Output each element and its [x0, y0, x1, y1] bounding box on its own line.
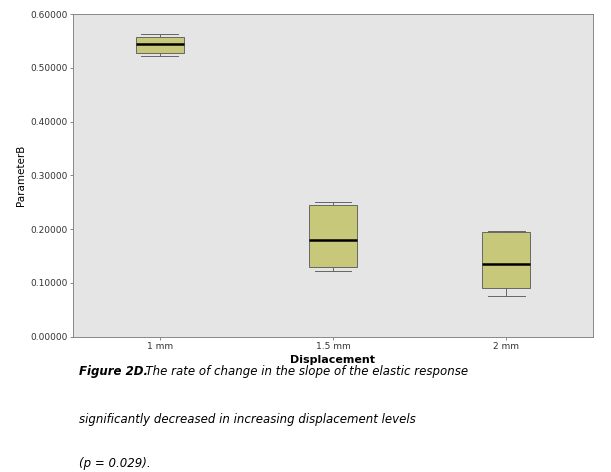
Y-axis label: ParameterB: ParameterB	[16, 144, 26, 206]
X-axis label: Displacement: Displacement	[290, 355, 376, 365]
Text: The rate of change in the slope of the elastic response: The rate of change in the slope of the e…	[138, 365, 469, 378]
Bar	[309, 205, 357, 267]
Text: Figure 2D.: Figure 2D.	[78, 365, 147, 378]
Text: significantly decreased in increasing displacement levels: significantly decreased in increasing di…	[78, 413, 415, 426]
Bar	[136, 37, 184, 53]
Text: (p = 0.029).: (p = 0.029).	[78, 457, 150, 470]
Bar	[482, 232, 530, 288]
